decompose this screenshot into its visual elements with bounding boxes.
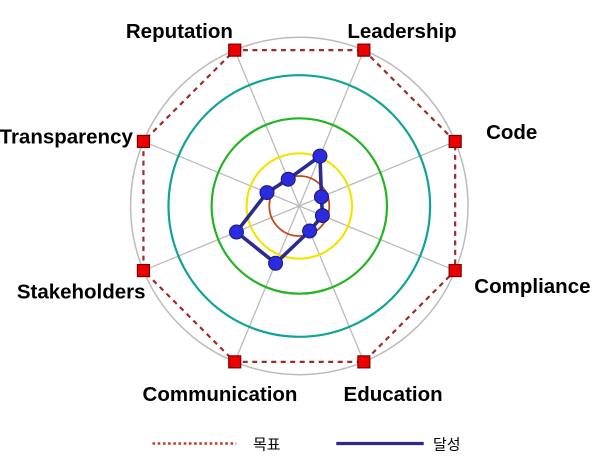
svg-text:Compliance: Compliance (474, 275, 590, 298)
svg-text:Reputation: Reputation (126, 20, 233, 43)
svg-text:Leadership: Leadership (347, 20, 456, 43)
svg-text:달성: 달성 (433, 437, 461, 454)
svg-text:Stakeholders: Stakeholders (17, 280, 146, 303)
svg-text:Education: Education (344, 383, 443, 406)
svg-text:Transparency: Transparency (0, 125, 133, 148)
svg-text:목표: 목표 (253, 437, 281, 454)
svg-text:Code: Code (486, 121, 537, 144)
svg-text:Communication: Communication (143, 383, 298, 406)
